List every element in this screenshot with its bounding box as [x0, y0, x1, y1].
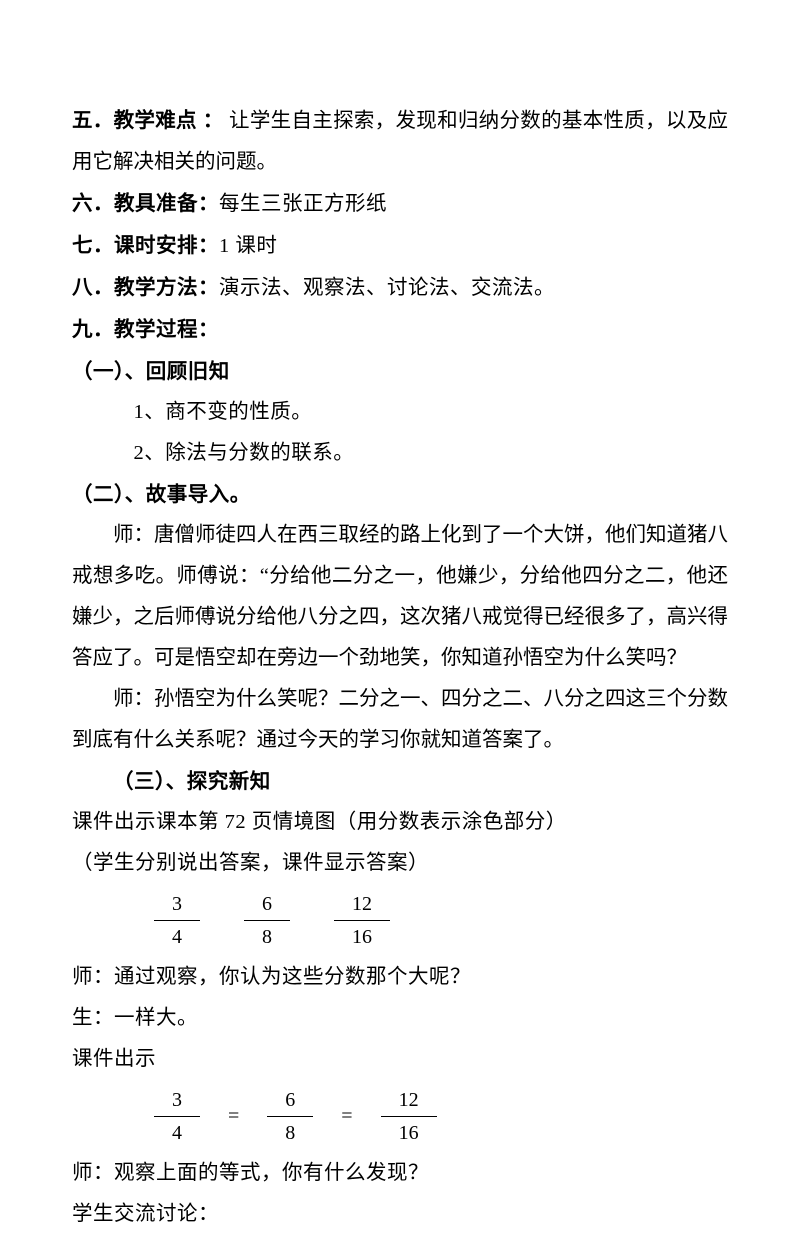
fraction-6-8: 6 8 [267, 1086, 313, 1147]
frac-bar [381, 1116, 437, 1117]
equals-sign: = [341, 1105, 352, 1128]
fraction-12-16: 12 16 [334, 890, 390, 951]
frac-bar [334, 920, 390, 921]
section-7-label: 七．课时安排： [72, 234, 219, 257]
fraction-row-2: 3 4 = 6 8 = 12 16 [132, 1086, 728, 1147]
frac-num: 3 [154, 1086, 200, 1114]
sub1-item1: 1、商不变的性质。 [72, 392, 728, 433]
fraction-6-8: 6 8 [244, 890, 290, 951]
frac-bar [154, 1116, 200, 1117]
frac-den: 8 [244, 923, 290, 951]
frac-den: 4 [154, 1119, 200, 1147]
frac-bar [267, 1116, 313, 1117]
sub2-p2: 师：孙悟空为什么笑呢？二分之一、四分之二、八分之四这三个分数到底有什么关系呢？通… [72, 679, 728, 761]
frac-den: 8 [267, 1119, 313, 1147]
frac-num: 6 [267, 1086, 313, 1114]
section-6-text: 每生三张正方形纸 [219, 193, 387, 215]
fraction-3-4: 3 4 [154, 1086, 200, 1147]
frac-den: 16 [381, 1119, 437, 1147]
sub3-l7: 学生交流讨论： [72, 1194, 728, 1235]
fraction-12-16: 12 16 [381, 1086, 437, 1147]
frac-bar [244, 920, 290, 921]
fraction-row-1: 3 4 6 8 12 16 [132, 890, 728, 951]
subsection-3-label: （三）、探究新知 [72, 761, 728, 802]
section-7: 七．课时安排：1 课时 [72, 225, 728, 267]
section-5: 五．教学难点 ： 让学生自主探索，发现和归纳分数的基本性质，以及应用它解决相关的… [72, 100, 728, 183]
section-6-label: 六．教具准备： [72, 192, 219, 215]
fraction-3-4: 3 4 [154, 890, 200, 951]
section-5-label: 五．教学难点 ： [72, 109, 224, 132]
frac-num: 6 [244, 890, 290, 918]
sub3-l5: 课件出示 [72, 1039, 728, 1080]
frac-num: 12 [334, 890, 390, 918]
section-9: 九．教学过程： [72, 309, 728, 351]
frac-bar [154, 920, 200, 921]
sub2-p1: 师：唐僧师徒四人在西三取经的路上化到了一个大饼，他们知道猪八戒想多吃。师傅说：“… [72, 515, 728, 679]
section-9-label: 九．教学过程： [72, 318, 219, 341]
section-6: 六．教具准备：每生三张正方形纸 [72, 183, 728, 225]
equals-sign: = [228, 1105, 239, 1128]
sub3-l4: 生：一样大。 [72, 998, 728, 1039]
sub3-l2: （学生分别说出答案，课件显示答案） [72, 843, 728, 884]
section-7-text: 1 课时 [219, 235, 277, 257]
section-8-label: 八．教学方法： [72, 276, 219, 299]
sub3-l1: 课件出示课本第 72 页情境图（用分数表示涂色部分） [72, 802, 728, 843]
section-8: 八．教学方法：演示法、观察法、讨论法、交流法。 [72, 267, 728, 309]
subsection-1-label: （一）、回顾旧知 [72, 351, 728, 392]
subsection-2-label: （二）、故事导入。 [72, 474, 728, 515]
section-8-text: 演示法、观察法、讨论法、交流法。 [219, 277, 555, 299]
frac-num: 3 [154, 890, 200, 918]
sub3-l6: 师：观察上面的等式，你有什么发现？ [72, 1153, 728, 1194]
frac-den: 4 [154, 923, 200, 951]
frac-num: 12 [381, 1086, 437, 1114]
frac-den: 16 [334, 923, 390, 951]
sub3-l3: 师：通过观察，你认为这些分数那个大呢？ [72, 957, 728, 998]
sub1-item2: 2、除法与分数的联系。 [72, 433, 728, 474]
document-page: 五．教学难点 ： 让学生自主探索，发现和归纳分数的基本性质，以及应用它解决相关的… [0, 0, 800, 1132]
